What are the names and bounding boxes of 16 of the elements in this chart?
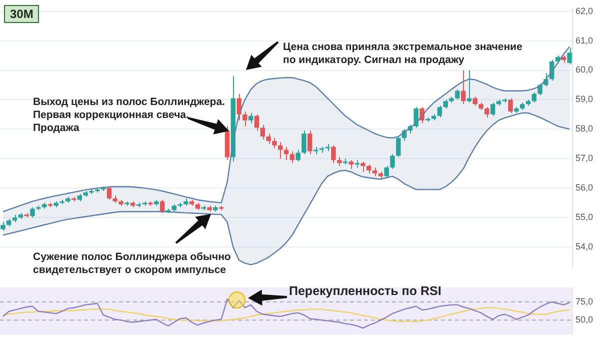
- annotation: Выход цены из полос Боллинджера. Первая коррекционная свеча. Продажа: [33, 96, 225, 136]
- y-tick-label: 57,0: [575, 153, 594, 164]
- y-tick-label: 75,0: [575, 296, 594, 306]
- annotation: Сужение полос Боллинджера обычно свидетельствует о скором импульсе: [33, 251, 231, 278]
- y-tick-label: 59,0: [575, 94, 594, 104]
- annotation: Перекупленность по RSI: [289, 284, 442, 300]
- y-tick-label: 50,0: [575, 314, 594, 325]
- annotation: Цена снова приняла экстремальное значение по индикатору. Сигнал на продажу: [283, 41, 522, 68]
- y-tick-label: 55,0: [575, 212, 594, 222]
- chart-title: 30M: [4, 5, 40, 23]
- y-tick-label: 56,0: [575, 182, 594, 193]
- y-tick-label: 60,0: [575, 64, 594, 75]
- y-tick-label: 62,0: [575, 6, 594, 16]
- y-tick-label: 61,0: [575, 35, 594, 46]
- y-tick-label: 58,0: [575, 124, 594, 134]
- y-tick-label: 54,0: [575, 241, 594, 252]
